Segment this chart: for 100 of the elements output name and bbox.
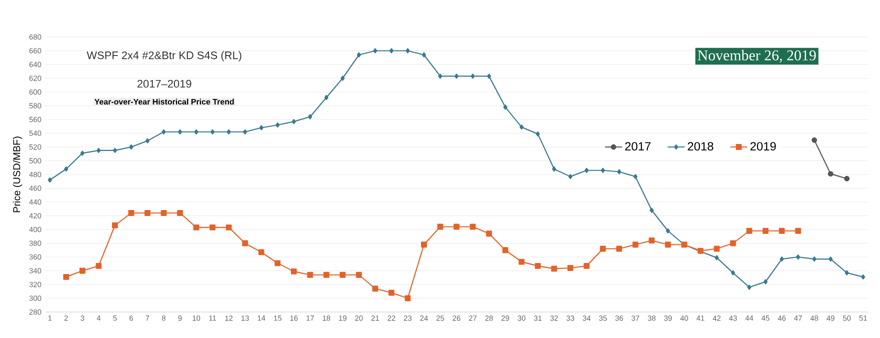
point	[828, 256, 833, 262]
point	[763, 279, 768, 284]
point	[600, 168, 605, 173]
point	[258, 249, 264, 256]
y-axis-title: Price (USD/MBF)	[12, 136, 22, 212]
point	[292, 119, 296, 124]
point	[552, 166, 556, 172]
point	[454, 224, 460, 230]
point	[584, 168, 589, 173]
point	[502, 247, 508, 254]
point	[470, 224, 476, 230]
point	[324, 94, 328, 100]
point	[290, 268, 297, 274]
point	[438, 74, 442, 79]
point	[486, 74, 492, 79]
point	[828, 171, 834, 177]
point	[844, 270, 849, 276]
point	[714, 255, 719, 260]
point	[568, 174, 572, 180]
point	[64, 166, 68, 172]
point	[650, 208, 654, 213]
point	[796, 254, 800, 260]
point	[437, 224, 444, 230]
legend-label: 2018	[688, 142, 714, 151]
point	[648, 238, 655, 244]
point	[162, 129, 166, 134]
point	[48, 177, 52, 183]
point	[226, 129, 231, 134]
point	[520, 124, 524, 130]
point	[160, 210, 167, 216]
point	[536, 131, 540, 136]
point	[584, 262, 590, 269]
point	[145, 138, 150, 144]
point	[144, 210, 150, 216]
point	[372, 286, 378, 292]
point	[454, 74, 459, 79]
point	[276, 122, 280, 128]
point	[259, 125, 264, 130]
point	[861, 274, 866, 280]
point	[421, 242, 427, 248]
point	[96, 262, 102, 269]
point	[226, 224, 232, 230]
point	[730, 240, 736, 246]
point	[177, 210, 183, 216]
point	[373, 48, 378, 54]
point	[747, 284, 752, 290]
point	[778, 228, 785, 234]
point	[422, 52, 426, 58]
point	[356, 272, 362, 278]
point	[616, 246, 622, 252]
point	[795, 228, 802, 234]
point	[210, 224, 216, 230]
point	[79, 268, 86, 274]
legend-label: 2017	[625, 142, 651, 151]
point	[617, 169, 622, 174]
point	[193, 224, 200, 230]
point	[340, 76, 345, 81]
point	[666, 228, 670, 234]
point	[307, 272, 314, 278]
text: WSPF 2x4 #2&Btr KD S4S (RL)	[86, 51, 242, 62]
point	[194, 129, 198, 134]
point	[274, 260, 281, 266]
point	[129, 144, 134, 150]
point	[388, 290, 394, 296]
point	[406, 48, 410, 54]
point	[323, 272, 330, 278]
point	[128, 210, 134, 216]
point	[308, 114, 312, 120]
point	[340, 272, 346, 278]
point	[714, 246, 720, 252]
point	[112, 222, 118, 228]
point	[633, 174, 638, 180]
point	[812, 256, 816, 262]
point	[665, 242, 671, 248]
point	[551, 266, 558, 272]
point	[80, 150, 84, 156]
point	[762, 228, 768, 234]
point	[567, 265, 574, 271]
point	[389, 48, 394, 54]
point	[780, 256, 784, 262]
point	[812, 137, 818, 143]
point	[730, 270, 736, 276]
point	[63, 274, 70, 280]
point	[404, 295, 411, 302]
legend-label: 2019	[750, 142, 776, 151]
text: 2017–2019	[137, 80, 192, 88]
point	[503, 104, 508, 110]
point	[518, 258, 525, 265]
point	[96, 148, 101, 153]
point	[600, 246, 606, 252]
point	[210, 129, 215, 134]
annotation: November 26, 2019	[698, 50, 816, 63]
point	[242, 240, 248, 246]
point	[746, 228, 752, 234]
point	[534, 262, 541, 269]
point	[470, 74, 475, 79]
point	[486, 230, 492, 237]
point	[243, 129, 248, 134]
point	[356, 52, 361, 58]
point	[844, 176, 850, 182]
